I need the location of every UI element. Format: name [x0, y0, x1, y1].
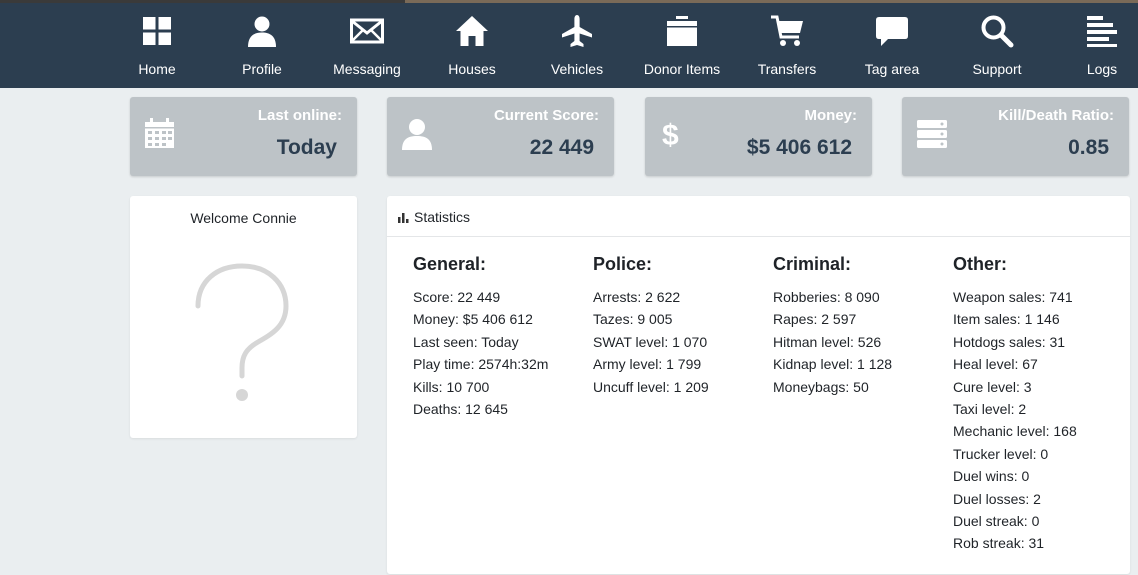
search-icon	[981, 15, 1014, 48]
stat-item: Robberies: 8 090	[773, 289, 880, 305]
card-title: Kill/Death Ratio:	[998, 107, 1114, 124]
nav-houses-label: Houses	[448, 61, 496, 77]
nav-messaging[interactable]: Messaging	[315, 0, 419, 88]
nav-support-label: Support	[972, 61, 1022, 77]
envelope-icon	[350, 18, 384, 44]
nav-home-label: Home	[138, 61, 176, 77]
stats-column-police: Police: Arrests: 2 622 Tazes: 9 005 SWAT…	[593, 254, 768, 398]
stat-item: Duel streak: 0	[953, 513, 1040, 530]
nav-messaging-label: Messaging	[333, 61, 401, 77]
nav-vehicles[interactable]: Vehicles	[525, 0, 629, 88]
stat-item: Play time: 2574h:32m	[413, 356, 549, 373]
server-icon	[917, 120, 947, 148]
nav-logs[interactable]: Logs	[1050, 0, 1138, 88]
stat-item: Tazes: 9 005	[593, 311, 673, 328]
stat-item: Trucker level: 0	[953, 445, 1049, 462]
stat-item: Score: 22 449	[413, 289, 501, 305]
svg-text:$: $	[662, 119, 679, 151]
nav-donor-items-label: Donor Items	[643, 61, 721, 77]
statistics-header: Statistics	[387, 196, 1130, 237]
nav-transfers[interactable]: Transfers	[735, 0, 839, 88]
column-title: Police:	[593, 254, 653, 274]
statistics-title: Statistics	[414, 209, 471, 225]
stat-item: Mechanic level: 168	[953, 423, 1077, 440]
grid-icon	[143, 17, 171, 45]
card-value: 0.85	[1068, 136, 1109, 159]
question-mark-icon	[195, 263, 289, 401]
nav-home[interactable]: Home	[105, 0, 209, 88]
nav-donor-items[interactable]: Donor Items	[630, 0, 734, 88]
stat-item: Deaths: 12 645	[413, 401, 508, 418]
nav-tag-area-label: Tag area	[864, 61, 920, 77]
stat-item: Hotdogs sales: 31	[953, 333, 1066, 350]
card-title: Last online:	[257, 107, 342, 124]
stats-column-criminal: Criminal: Robberies: 8 090 Rapes: 2 597 …	[773, 254, 948, 398]
stats-column-other: Other: Weapon sales: 741 Item sales: 1 1…	[953, 254, 1128, 555]
stat-item: Cure level: 3	[953, 378, 1032, 395]
user-icon	[402, 119, 432, 150]
user-icon	[248, 16, 276, 47]
stat-item: Kills: 10 700	[413, 378, 490, 395]
background-strip	[0, 0, 405, 3]
nav-profile-label: Profile	[242, 61, 282, 77]
stat-item: Weapon sales: 741	[953, 289, 1073, 305]
stat-item: Money: $5 406 612	[413, 311, 533, 328]
nav-logs-label: Logs	[1086, 61, 1118, 77]
card-value: $5 406 612	[746, 136, 852, 159]
list-icon	[1087, 16, 1117, 47]
cart-icon	[771, 15, 803, 46]
column-title: Other:	[953, 254, 1007, 274]
nav-vehicles-label: Vehicles	[550, 61, 604, 77]
stat-item: Kidnap level: 1 128	[773, 356, 893, 373]
stat-item: Item sales: 1 146	[953, 311, 1060, 328]
folder-icon	[667, 16, 697, 46]
card-money: $ Money: $5 406 612	[645, 97, 872, 176]
card-last-online: Last online: Today	[130, 97, 357, 176]
stat-item: Arrests: 2 622	[593, 289, 681, 305]
stat-item: Moneybags: 50	[773, 378, 869, 395]
stat-item: Heal level: 67	[953, 356, 1038, 373]
nav-houses[interactable]: Houses	[420, 0, 524, 88]
dollar-icon: $	[662, 119, 679, 151]
stat-item: Taxi level: 2	[953, 401, 1027, 418]
bar-chart-icon	[398, 213, 409, 223]
nav-support[interactable]: Support	[945, 0, 1049, 88]
card-current-score: Current Score: 22 449	[387, 97, 614, 176]
statistics-panel: Statistics General: Score: 22 449 Money:…	[387, 196, 1130, 574]
stat-item: Duel losses: 2	[953, 490, 1041, 507]
speech-bubble-icon	[876, 17, 908, 46]
card-value: Today	[276, 136, 337, 159]
stat-item: SWAT level: 1 070	[593, 333, 708, 350]
card-title: Current Score:	[493, 107, 599, 124]
card-kill-death-ratio: Kill/Death Ratio: 0.85	[902, 97, 1129, 176]
welcome-panel: Welcome Connie	[130, 196, 357, 438]
stat-item: Duel wins: 0	[953, 468, 1030, 485]
stat-item: Rob streak: 31	[953, 535, 1045, 552]
stat-item: Hitman level: 526	[773, 333, 882, 350]
welcome-text: Welcome Connie	[190, 210, 297, 226]
nav-transfers-label: Transfers	[757, 61, 817, 77]
stats-column-general: General: Score: 22 449 Money: $5 406 612…	[413, 254, 588, 420]
nav-tag-area[interactable]: Tag area	[840, 0, 944, 88]
house-icon	[456, 16, 488, 46]
nav-profile[interactable]: Profile	[210, 0, 314, 88]
stat-item: Army level: 1 799	[593, 356, 702, 373]
background-strip	[405, 0, 1138, 3]
stat-item: Rapes: 2 597	[773, 311, 857, 328]
airplane-icon	[562, 15, 592, 47]
stat-item: Last seen: Today	[413, 333, 519, 350]
top-navigation: Home Profile Messaging Houses Vehicles D…	[0, 0, 1138, 88]
calendar-icon	[145, 118, 174, 148]
card-title: Money:	[804, 107, 858, 124]
column-title: Criminal:	[773, 254, 852, 274]
stat-item: Uncuff level: 1 209	[593, 378, 709, 395]
card-value: 22 449	[529, 136, 594, 159]
column-title: General:	[413, 254, 487, 274]
